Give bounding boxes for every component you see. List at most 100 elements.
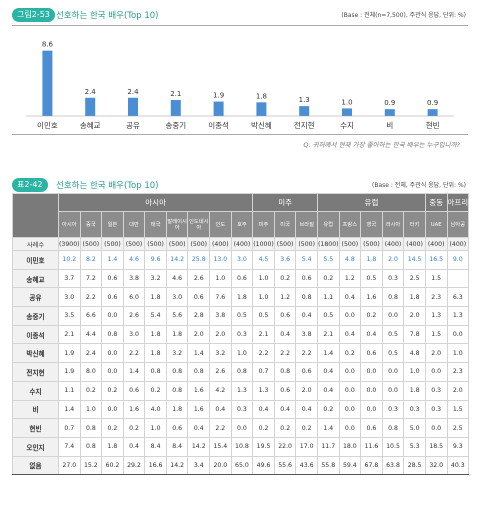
data-table-container: 아시아미주유럽중동아프리카 아시아중국일본대만태국말레이시아인도네시아인도호주미… [12, 193, 470, 476]
sample-size-cell: (1000) [252, 237, 275, 251]
table-cell: 8.4 [144, 436, 167, 457]
table-row: 비 1.4 1.0 0.0 1.6 4.0 1.8 1.6 0.4 0.3 0.4 0.4 0.4 0.2… [12, 399, 470, 420]
table-cell: 14.5 [403, 250, 426, 270]
table-cell: 0.8 [273, 362, 297, 382]
table-cell: 14.2 [187, 436, 211, 457]
row-label: 없음 [12, 455, 59, 476]
table-cell: 10.2 [58, 250, 81, 270]
table-cell: 4.0 [144, 399, 167, 420]
row-label: 송중기 [12, 306, 59, 326]
table-row: 공유 3.0 2.2 0.6 6.0 1.8 3.0 0.6 7.6 1.8 1.0 1.2 0.8 1.… [12, 287, 470, 308]
table-cell: 0.7 [58, 418, 81, 438]
table-cell: 0.2 [316, 268, 340, 289]
table-cell: 4.6 [122, 250, 146, 270]
table-cell: 1.1 [58, 380, 81, 401]
table-cell: 3.2 [144, 268, 167, 289]
table-cell: 0.6 [187, 287, 211, 308]
table-cell: 2.0 [209, 324, 232, 345]
table-cell: 2.1 [252, 324, 275, 345]
bar-6 [299, 106, 310, 116]
table-cell: 7.8 [403, 324, 426, 345]
table-cell: 2.2 [79, 287, 103, 308]
table-cell: 0.6 [295, 268, 318, 289]
row-label: 이종석 [12, 324, 59, 345]
table-cell: 3.0 [122, 324, 146, 345]
table-cell: 8.2 [79, 250, 103, 270]
country-header: 아시아 [58, 211, 81, 238]
table-cell: 0.0 [101, 399, 124, 420]
table-cell: 3.2 [209, 343, 232, 364]
table-cell: 0.6 [273, 380, 297, 401]
country-header: 미국 [273, 211, 297, 238]
row-label: 전지현 [12, 362, 59, 382]
table-cell: 1.4 [187, 343, 211, 364]
table-cell: 0.3 [381, 268, 405, 289]
bar-4 [213, 101, 224, 116]
sample-size-cell: (500) [295, 237, 318, 251]
bar-value-label: 0.9 [384, 99, 395, 107]
table-cell: 0.2 [79, 380, 103, 401]
table-cell: 0.4 [295, 399, 318, 420]
table-cell: 1.0 [230, 343, 254, 364]
table-cell: 0.6 [122, 380, 146, 401]
table-row: 송혜교 3.7 7.2 0.6 3.8 3.2 4.6 2.6 1.0 0.6 1.0 0.2 0.6 0… [12, 268, 470, 289]
table-cell: 2.5 [403, 268, 426, 289]
row-label: 수지 [12, 380, 59, 401]
table-cell: 10.8 [230, 436, 254, 457]
table-cell: 0.5 [381, 324, 405, 345]
sample-size-cell: (400) [446, 237, 470, 251]
table-cell: 14.2 [165, 250, 189, 270]
table-cell: 1.4 [122, 362, 146, 382]
table-cell: 15.4 [209, 436, 232, 457]
table-cell: 5.4 [295, 250, 318, 270]
region-header-row: 아시아미주유럽중동아프리카 [12, 193, 470, 238]
category-label: 송중기 [165, 121, 186, 130]
table-cell: 1.1 [316, 287, 340, 308]
table-cell: 2.6 [187, 268, 211, 289]
table-row: 전지현 1.9 8.0 0.0 1.4 0.8 0.8 0.8 2.6 0.8 0.7 0.8 0.6 0… [12, 362, 470, 382]
table-cell: 0.2 [338, 343, 362, 364]
table-cell: 2.2 [122, 343, 146, 364]
bar-chart: 8.6 이민호 2.4 송혜교 2.4 공유 2.1 송중기 1.9 이종석 1.8 박신혜 1.3 전지… [12, 25, 468, 135]
table-cell: 0.8 [165, 362, 189, 382]
table-cell: 2.2 [209, 418, 232, 438]
table-cell: 4.4 [79, 324, 103, 345]
country-header: UAE [424, 211, 448, 238]
table-cell: 3.4 [187, 455, 211, 476]
table-cell: 3.0 [58, 287, 81, 308]
table-cell: 0.0 [338, 362, 362, 382]
country-header: 남아공 [446, 211, 470, 238]
table-cell: 0.8 [295, 287, 318, 308]
table-cell: 0.4 [316, 362, 340, 382]
table-cell: 3.0 [165, 287, 189, 308]
table-cell: 0.3 [230, 324, 254, 345]
table-cell: 2.1 [58, 324, 81, 345]
table-cell: 8.0 [79, 362, 103, 382]
table-cell: 5.5 [316, 250, 340, 270]
table-cell: 28.5 [403, 455, 426, 476]
table-cell: 1.4 [58, 399, 81, 420]
table-cell: 0.5 [230, 306, 254, 326]
table-cell: 1.8 [165, 324, 189, 345]
table-cell: 0.4 [338, 324, 362, 345]
table-cell: 1.4 [101, 250, 124, 270]
table-cell: 0.4 [338, 287, 362, 308]
table-cell: 20.0 [209, 455, 232, 476]
bar-value-label: 0.9 [427, 99, 438, 107]
table-cell: 2.0 [295, 380, 318, 401]
row-label: 사례수 [12, 237, 59, 251]
table-cell: 0.4 [295, 306, 318, 326]
table-cell: 9.6 [144, 250, 167, 270]
bar-value-label: 1.8 [256, 92, 267, 100]
sample-size-cell: (400) [424, 237, 448, 251]
table-cell: 1.8 [144, 324, 167, 345]
table-cell: 2.0 [403, 306, 426, 326]
table-cell: 1.0 [79, 399, 103, 420]
table-cell: 0.5 [252, 306, 275, 326]
table-cell: 0.0 [338, 418, 362, 438]
table-cell: 0.0 [446, 324, 470, 345]
table-cell: 7.2 [79, 268, 103, 289]
sample-size-cell: (400) [381, 237, 405, 251]
table-cell: 0.5 [381, 343, 405, 364]
table-cell: 1.8 [144, 343, 167, 364]
